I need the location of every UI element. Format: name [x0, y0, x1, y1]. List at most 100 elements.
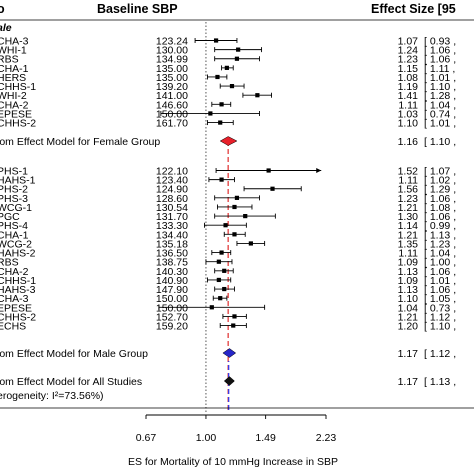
header-study: o: [0, 2, 5, 16]
effect-size-value: 1.13: [398, 266, 419, 278]
point-estimate: [232, 314, 237, 319]
confidence-interval-value: [ 1.01 ,: [424, 72, 456, 84]
effect-size-value: 1.21: [398, 202, 419, 214]
confidence-interval-value: [ 0.74 ,: [424, 108, 456, 120]
confidence-interval-value: [ 1.08 ,: [424, 202, 456, 214]
header-baseline-sbp: Baseline SBP: [97, 2, 178, 16]
point-estimate: [218, 296, 223, 301]
confidence-interval-value: [ 1.23 ,: [424, 238, 456, 250]
female-summary-diamond: [219, 136, 238, 146]
confidence-interval-value: [ 1.05 ,: [424, 293, 456, 305]
overall-summary-confidence-interval: [ 1.13 ,: [424, 376, 456, 388]
confidence-interval-value: [ 1.06 ,: [424, 45, 456, 57]
point-estimate: [208, 111, 213, 116]
baseline-sbp-value: 140.30: [156, 266, 188, 278]
point-estimate: [219, 102, 224, 107]
female-summary-effect-size: 1.16: [398, 136, 419, 148]
effect-size-value: 1.30: [398, 211, 419, 223]
effect-size-value: 1.10: [398, 293, 419, 305]
heterogeneity-text: erogeneity: I²=73.56%): [0, 390, 104, 402]
confidence-interval-value: [ 1.00 ,: [424, 257, 456, 269]
study-label: PHS-4: [0, 220, 28, 232]
male-summary-confidence-interval: [ 1.12 ,: [424, 348, 456, 360]
x-axis-tick-label: 1.49: [255, 432, 276, 444]
point-estimate: [224, 65, 229, 70]
effect-size-value: 1.14: [398, 220, 419, 232]
overall-summary-label: lom Effect Model for All Studies: [0, 376, 142, 388]
study-label: ECHS: [0, 321, 26, 333]
point-estimate: [229, 84, 235, 89]
study-label: CHHS-1: [0, 275, 36, 287]
point-estimate: [232, 204, 237, 210]
effect-size-value: 1.56: [398, 184, 419, 196]
point-estimate: [209, 305, 214, 310]
confidence-interval-value: [ 1.13 ,: [424, 229, 456, 241]
study-label: CHA-2: [0, 266, 29, 278]
point-estimate: [215, 74, 220, 80]
point-estimate: [222, 286, 227, 292]
study-label: WCG-1: [0, 202, 32, 214]
baseline-sbp-value: 135.18: [156, 238, 188, 250]
effect-size-value: 1.23: [398, 54, 419, 66]
study-label: RBS: [0, 54, 19, 66]
point-estimate: [234, 195, 240, 200]
effect-size-value: 1.09: [398, 257, 419, 269]
effect-size-value: 1.19: [398, 81, 419, 93]
effect-size-value: 1.11: [398, 175, 418, 187]
baseline-sbp-value: 147.90: [156, 284, 188, 296]
baseline-sbp-value: 150.00: [156, 108, 188, 120]
point-estimate: [266, 168, 271, 173]
male-summary-effect-size: 1.17: [398, 348, 419, 360]
baseline-sbp-value: 139.20: [156, 81, 188, 93]
point-estimate: [218, 120, 223, 125]
effect-size-value: 1.15: [398, 63, 419, 75]
confidence-interval-value: [ 1.12 ,: [424, 311, 456, 323]
ci-arrow: [316, 168, 322, 173]
male-summary-diamond: [222, 348, 237, 358]
effect-size-value: 1.13: [398, 284, 419, 296]
effect-size-value: 1.10: [398, 118, 419, 130]
study-label: WHI-1: [0, 45, 27, 57]
x-axis-tick-label: 0.67: [136, 432, 157, 444]
confidence-interval-value: [ 0.93 ,: [424, 36, 456, 48]
point-estimate: [270, 186, 275, 191]
study-label: CHA-2: [0, 99, 29, 111]
confidence-interval-value: [ 1.11 ,: [424, 63, 455, 75]
baseline-sbp-value: 124.90: [156, 184, 188, 196]
point-estimate: [213, 38, 219, 43]
point-estimate: [219, 250, 224, 255]
male-summary-label: lom Effect Model for Male Group: [0, 348, 148, 360]
effect-size-value: 1.03: [398, 108, 419, 120]
study-label: EPESE: [0, 302, 32, 314]
baseline-sbp-value: 135.00: [156, 72, 188, 84]
effect-size-value: 1.21: [398, 229, 419, 241]
baseline-sbp-value: 152.70: [156, 311, 188, 323]
baseline-sbp-value: 130.00: [156, 45, 188, 57]
confidence-interval-value: [ 1.02 ,: [424, 175, 456, 187]
study-label: CHA-1: [0, 229, 29, 241]
study-label: PGC: [0, 211, 20, 223]
confidence-interval-value: [ 1.06 ,: [424, 266, 456, 278]
confidence-interval-value: [ 1.04 ,: [424, 248, 456, 260]
confidence-interval-value: [ 1.29 ,: [424, 184, 456, 196]
effect-size-value: 1.11: [398, 248, 418, 260]
study-label: CHHS-2: [0, 311, 36, 323]
study-label: CHHS-1: [0, 81, 36, 93]
baseline-sbp-value: 140.90: [156, 275, 188, 287]
x-axis-tick-label: 1.00: [196, 432, 217, 444]
effect-size-value: 1.11: [398, 99, 418, 111]
female-summary-confidence-interval: [ 1.10 ,: [424, 136, 456, 148]
baseline-sbp-value: 141.00: [156, 90, 188, 102]
baseline-sbp-value: 146.60: [156, 99, 188, 111]
effect-size-value: 1.41: [398, 90, 419, 102]
study-label: PHS-1: [0, 166, 28, 178]
study-label: HAHS-2: [0, 248, 36, 260]
study-label: EPESE: [0, 108, 32, 120]
confidence-interval-value: [ 1.06 ,: [424, 193, 456, 205]
point-estimate: [216, 277, 221, 283]
baseline-sbp-value: 161.70: [156, 118, 188, 130]
point-estimate: [223, 223, 228, 228]
confidence-interval-value: [ 1.06 ,: [424, 211, 456, 223]
baseline-sbp-value: 133.30: [156, 220, 188, 232]
confidence-interval-value: [ 1.10 ,: [424, 321, 456, 333]
